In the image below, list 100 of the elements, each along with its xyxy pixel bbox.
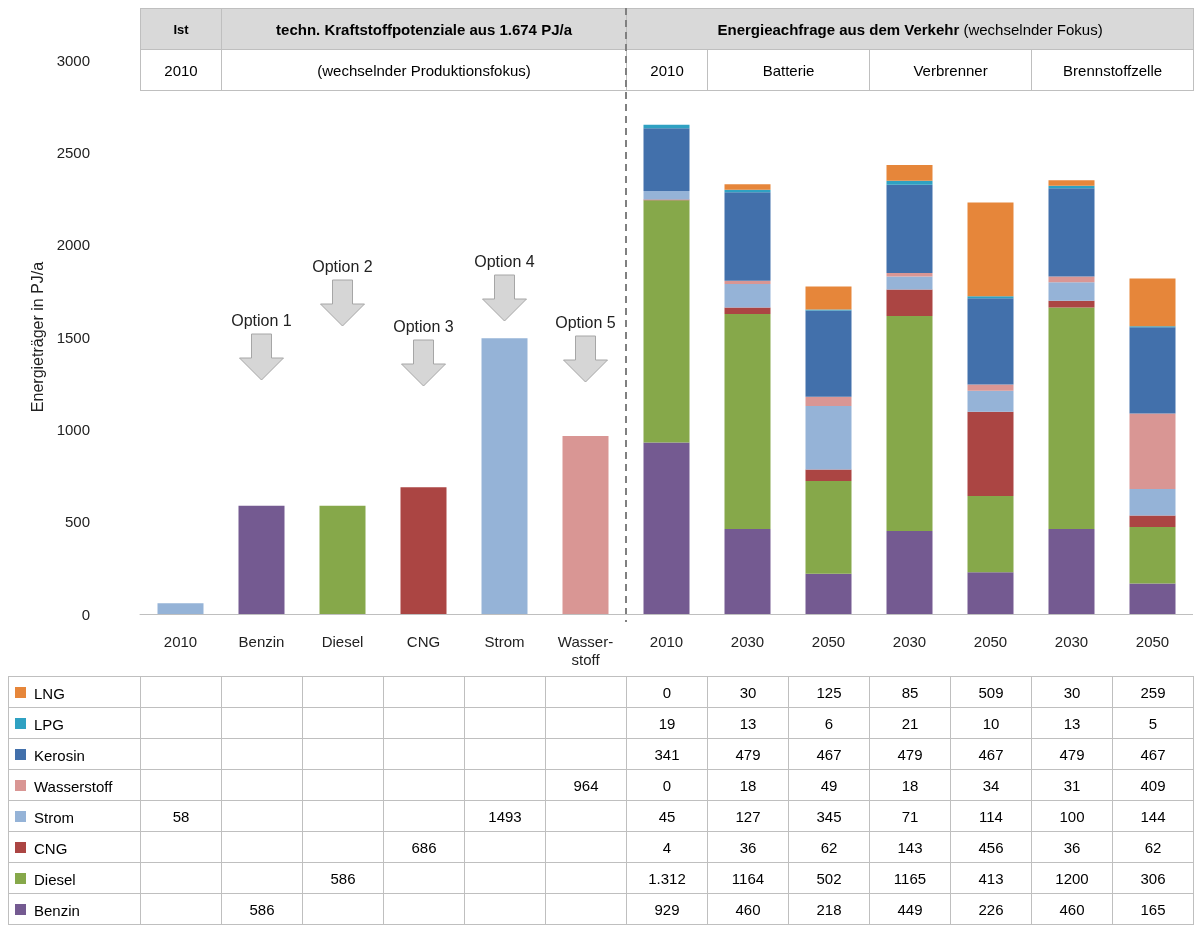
bar bbox=[1048, 300, 1095, 308]
annotation: (wechselnder Produktionsfokus) bbox=[221, 49, 627, 91]
bar bbox=[886, 165, 933, 181]
data-label: 19 bbox=[626, 707, 708, 739]
annotation: Option 1 bbox=[231, 311, 292, 329]
bar bbox=[805, 396, 852, 406]
bar bbox=[805, 286, 852, 310]
x-tick-label: 2030 bbox=[892, 632, 927, 650]
data-label: 586 bbox=[302, 862, 384, 894]
legend-label: Strom bbox=[34, 808, 75, 826]
bar bbox=[643, 128, 690, 192]
data-label: 1493 bbox=[464, 800, 546, 832]
y-tick-label: 2500 bbox=[56, 143, 90, 161]
bar bbox=[805, 481, 852, 574]
bar bbox=[1048, 188, 1095, 277]
data-label: 586 bbox=[221, 893, 303, 925]
data-label: 929 bbox=[626, 893, 708, 925]
annotation: Option 2 bbox=[312, 257, 373, 275]
bar bbox=[1129, 488, 1176, 516]
data-label: 13 bbox=[1031, 707, 1113, 739]
data-label: 467 bbox=[950, 738, 1032, 770]
y-tick-label: 1000 bbox=[56, 420, 90, 438]
bar bbox=[1048, 307, 1095, 530]
data-label: 479 bbox=[707, 738, 789, 770]
bar bbox=[886, 273, 933, 277]
data-label: 226 bbox=[950, 893, 1032, 925]
legend-label: CNG bbox=[34, 839, 68, 857]
bar bbox=[724, 314, 771, 530]
data-label: 13 bbox=[707, 707, 789, 739]
data-label: 114 bbox=[950, 800, 1032, 832]
data-label: 460 bbox=[1031, 893, 1113, 925]
x-tick-label: 2050 bbox=[1135, 632, 1170, 650]
bar bbox=[967, 298, 1014, 385]
bar bbox=[1129, 413, 1176, 489]
data-label: 467 bbox=[788, 738, 870, 770]
data-label: 58 bbox=[140, 800, 222, 832]
data-label: 467 bbox=[1112, 738, 1194, 770]
bar bbox=[886, 289, 933, 316]
text: Ist bbox=[140, 8, 222, 50]
bar bbox=[643, 442, 690, 614]
data-label: 479 bbox=[1031, 738, 1113, 770]
annotation: Brennstoffzelle bbox=[1031, 49, 1194, 91]
data-label: 413 bbox=[950, 862, 1032, 894]
text: techn. Kraftstoffpotenziale aus 1.674 PJ/a bbox=[221, 8, 627, 50]
data-label: 21 bbox=[869, 707, 951, 739]
text: Energieachfrage aus dem Verkehr bbox=[717, 20, 960, 38]
annotation: Option 5 bbox=[555, 313, 616, 331]
data-label: 10 bbox=[950, 707, 1032, 739]
data-label: 31 bbox=[1031, 769, 1113, 801]
bar bbox=[967, 411, 1014, 496]
x-tick-label: 2050 bbox=[811, 632, 846, 650]
bar bbox=[967, 390, 1014, 412]
data-label: 49 bbox=[788, 769, 870, 801]
data-label: 456 bbox=[950, 831, 1032, 863]
annotation: Option 4 bbox=[474, 252, 535, 270]
data-label: 0 bbox=[626, 676, 708, 708]
bar bbox=[1129, 527, 1176, 584]
bar bbox=[886, 180, 933, 185]
bar bbox=[643, 200, 690, 443]
bar bbox=[805, 405, 852, 470]
x-tick-label: CNG bbox=[406, 632, 441, 650]
data-label: 306 bbox=[1112, 862, 1194, 894]
bar bbox=[805, 310, 852, 397]
x-tick-label: 2010 bbox=[649, 632, 684, 650]
data-label: 62 bbox=[788, 831, 870, 863]
bar bbox=[805, 469, 852, 482]
data-label: 218 bbox=[788, 893, 870, 925]
bar bbox=[724, 184, 771, 190]
x-tick-label: 2030 bbox=[1054, 632, 1089, 650]
x-tick-label: Wasser- stoff bbox=[557, 632, 614, 668]
annotation: Option 3 bbox=[393, 317, 454, 335]
bar bbox=[724, 307, 771, 315]
bar bbox=[238, 505, 285, 614]
y-tick-label: 2000 bbox=[56, 236, 90, 254]
bar bbox=[1129, 583, 1176, 614]
data-label: 144 bbox=[1112, 800, 1194, 832]
data-label: 36 bbox=[707, 831, 789, 863]
bar bbox=[481, 338, 528, 614]
bar bbox=[967, 572, 1014, 614]
data-label: 1200 bbox=[1031, 862, 1113, 894]
data-label: 686 bbox=[383, 831, 465, 863]
y-axis-title: Energieträger in PJ/a bbox=[29, 261, 47, 413]
bar bbox=[643, 191, 690, 200]
x-tick-label: 2050 bbox=[973, 632, 1008, 650]
legend-label: Wasserstoff bbox=[34, 777, 113, 795]
annotation: 2010 bbox=[626, 49, 708, 91]
bar bbox=[724, 529, 771, 614]
data-label: 1164 bbox=[707, 862, 789, 894]
data-label: 409 bbox=[1112, 769, 1194, 801]
data-label: 71 bbox=[869, 800, 951, 832]
text: (wechselnder Fokus) bbox=[963, 20, 1103, 38]
bar bbox=[967, 384, 1014, 391]
data-label: 5 bbox=[1112, 707, 1194, 739]
annotation: Verbrenner bbox=[869, 49, 1032, 91]
data-label: 100 bbox=[1031, 800, 1113, 832]
legend-label: Diesel bbox=[34, 870, 76, 888]
data-label: 1.312 bbox=[626, 862, 708, 894]
bar bbox=[886, 531, 933, 614]
x-tick-label: 2010 bbox=[163, 632, 198, 650]
data-label: 34 bbox=[950, 769, 1032, 801]
